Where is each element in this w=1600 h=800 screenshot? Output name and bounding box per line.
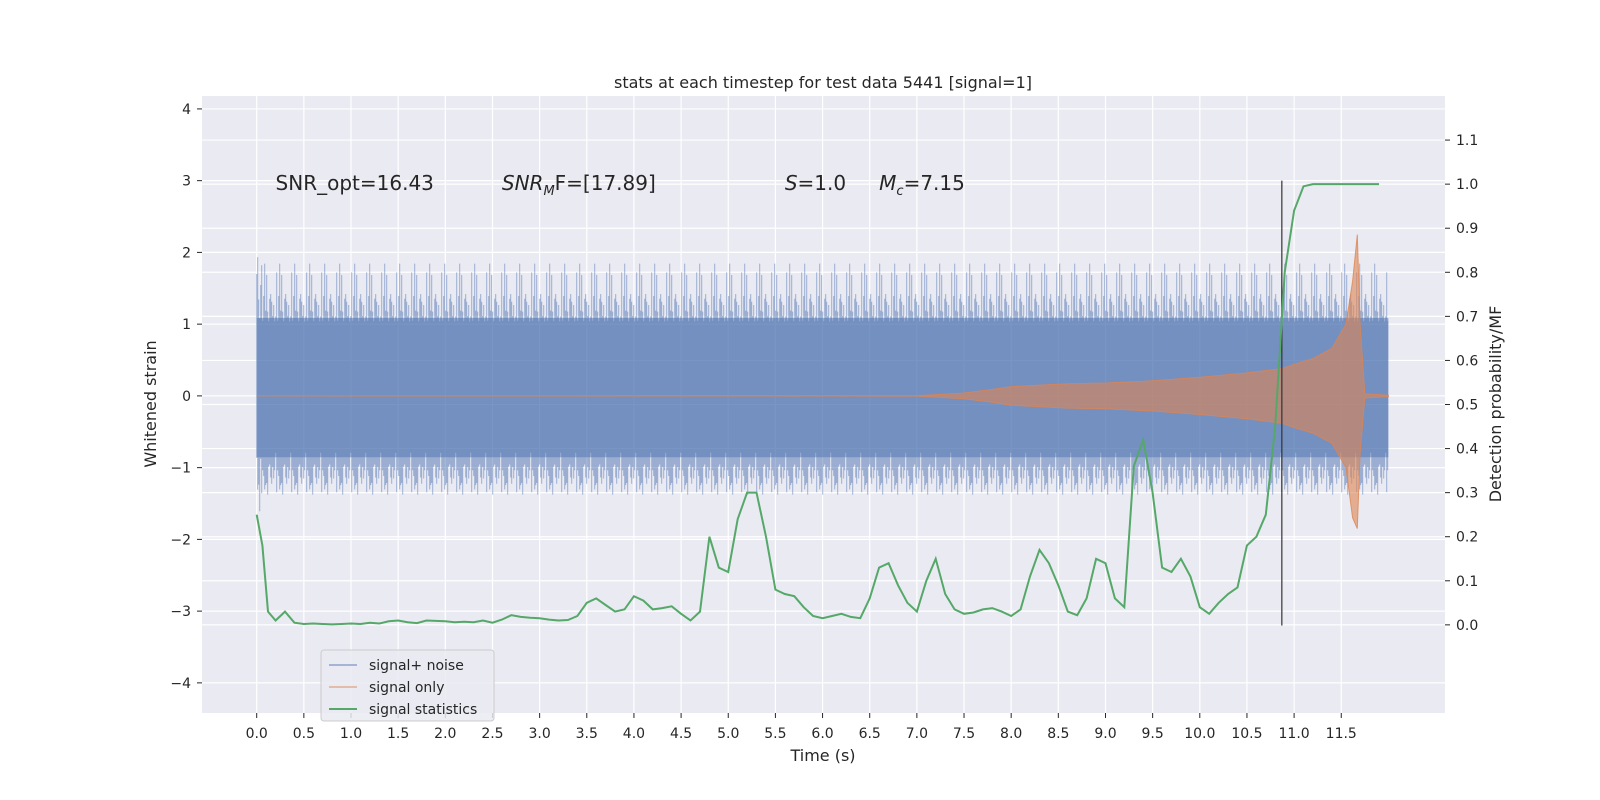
annotation-mc-value: Mc=7.15 <box>879 171 965 199</box>
y-tick-label: 4 <box>182 102 191 118</box>
x-tick-label: 5.5 <box>764 726 786 742</box>
x-tick-label: 8.5 <box>1047 726 1069 742</box>
legend-label: signal only <box>369 680 444 696</box>
x-axis-label: Time (s) <box>789 746 855 765</box>
legend-box <box>320 649 495 722</box>
y-axis-left: −4 −3 −2 −1 0 1 2 3 4 <box>170 102 202 692</box>
x-tick-label: 11.0 <box>1279 726 1310 742</box>
annotation-value: =7.15 <box>904 171 965 195</box>
y2-tick-label: 0.6 <box>1456 353 1478 369</box>
x-tick-label: 9.0 <box>1094 726 1116 742</box>
y2-tick-label: 0.7 <box>1456 309 1478 325</box>
y-axis-label: Whitened strain <box>141 340 160 467</box>
x-tick-label: 10.0 <box>1184 726 1215 742</box>
annotation-value: F=[17.89] <box>555 171 656 195</box>
annotation-subscript: M <box>543 184 554 199</box>
y-tick-label: 3 <box>182 174 191 190</box>
x-tick-label: 4.0 <box>623 726 645 742</box>
y2-tick-label: 0.3 <box>1456 486 1478 502</box>
annotation-snr-mf: SNRMF=[17.89] <box>502 171 656 199</box>
y-tick-label: 1 <box>182 317 191 333</box>
legend-label: signal statistics <box>369 702 477 718</box>
y-tick-label: −3 <box>170 604 191 620</box>
annotations: SNR_opt=16.43 SNRMF=[17.89] S=1.0 Mc=7.15 <box>276 171 965 199</box>
annotation-symbol: M <box>879 171 896 195</box>
annotation-subscript: c <box>896 184 903 199</box>
x-tick-label: 0.0 <box>246 726 268 742</box>
y-tick-label: −4 <box>170 676 191 692</box>
annotation-symbol: S <box>785 171 798 195</box>
y2-tick-label: 0.1 <box>1456 574 1478 590</box>
y-tick-label: −1 <box>170 461 191 477</box>
x-tick-label: 0.5 <box>293 726 315 742</box>
y-axis-right: 0.0 0.1 0.2 0.3 0.4 0.5 0.6 0.7 0.8 0.9 1.0 1.1 <box>1445 133 1478 634</box>
x-tick-label: 4.5 <box>670 726 692 742</box>
annotation-s-value: S=1.0 <box>785 171 846 195</box>
x-tick-label: 1.5 <box>387 726 409 742</box>
annotation-symbol: SNR <box>502 171 544 195</box>
y-tick-label: 2 <box>182 245 191 261</box>
legend-label: signal+ noise <box>369 658 464 674</box>
y2-tick-label: 1.0 <box>1456 177 1478 193</box>
y2-tick-label: 0.9 <box>1456 221 1478 237</box>
x-tick-label: 10.5 <box>1231 726 1262 742</box>
chart-title: stats at each timestep for test data 544… <box>614 73 1032 92</box>
y-tick-label: 0 <box>182 389 191 405</box>
x-tick-label: 9.5 <box>1142 726 1164 742</box>
x-tick-label: 3.5 <box>576 726 598 742</box>
signal-statistics-series <box>255 183 1379 626</box>
x-tick-label: 6.5 <box>859 726 881 742</box>
annotation-snr-opt: SNR_opt=16.43 <box>276 171 434 195</box>
y2-tick-label: 0.2 <box>1456 530 1478 546</box>
signal-statistics-line <box>255 183 1379 626</box>
x-tick-label: 7.0 <box>906 726 928 742</box>
x-tick-label: 7.5 <box>953 726 975 742</box>
y2-tick-label: 0.8 <box>1456 265 1478 281</box>
annotation-value: =1.0 <box>798 171 847 195</box>
x-tick-label: 11.5 <box>1326 726 1357 742</box>
y2-tick-label: 0.4 <box>1456 442 1478 458</box>
x-tick-label: 3.0 <box>528 726 550 742</box>
signal-only-series <box>256 180 1389 626</box>
y2-axis-label: Detection probability/MF <box>1486 306 1505 503</box>
y2-tick-label: 0.5 <box>1456 398 1478 414</box>
legend: signal+ noise signal only signal statistic… <box>320 649 495 722</box>
x-tick-label: 5.0 <box>717 726 739 742</box>
y2-tick-label: 1.1 <box>1456 133 1478 149</box>
x-tick-label: 2.5 <box>481 726 503 742</box>
x-tick-label: 2.0 <box>434 726 456 742</box>
x-tick-label: 8.0 <box>1000 726 1022 742</box>
y2-tick-label: 0.0 <box>1456 618 1478 634</box>
x-axis: 0.0 0.5 1.0 1.5 2.0 2.5 3.0 3.5 4.0 4.5 5.0 5.5 6.0 6… <box>246 713 1357 742</box>
x-tick-label: 1.0 <box>340 726 362 742</box>
signal-only-envelope <box>256 234 1389 529</box>
y-tick-label: −2 <box>170 532 191 548</box>
x-tick-label: 6.0 <box>811 726 833 742</box>
